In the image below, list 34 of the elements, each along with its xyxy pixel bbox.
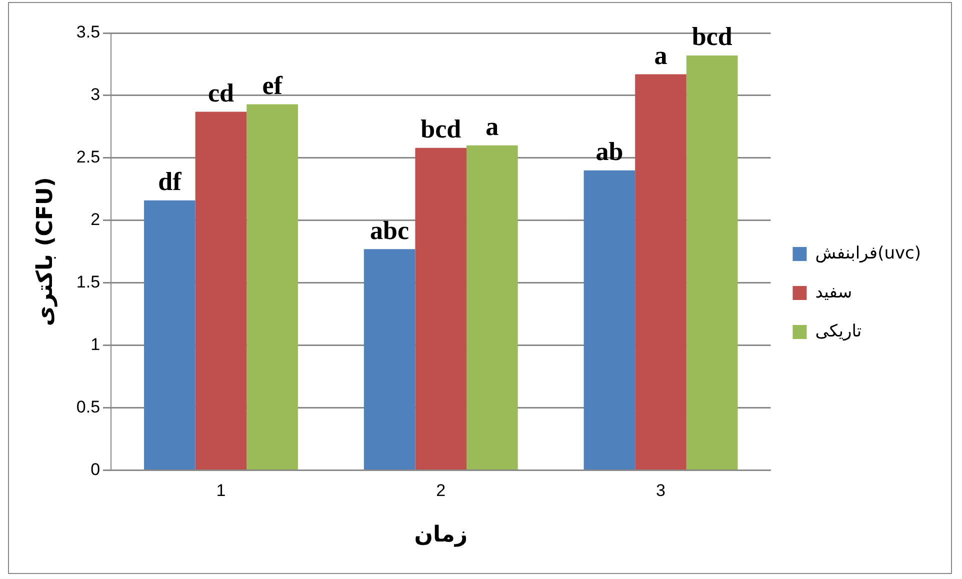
data-label: abc xyxy=(370,216,410,245)
data-label: ab xyxy=(596,137,624,166)
data-label: bcd xyxy=(692,22,733,52)
y-tick-label: 1.5 xyxy=(76,272,100,292)
legend-label: تاریکی xyxy=(815,321,862,342)
bar xyxy=(686,55,738,470)
data-label: cd xyxy=(208,78,235,108)
y-tick-label: 3 xyxy=(90,85,100,104)
bar xyxy=(635,74,686,470)
data-label: a xyxy=(654,40,668,70)
bar xyxy=(195,112,247,470)
y-tick-label: 3.5 xyxy=(76,22,100,42)
x-tick-label: 2 xyxy=(436,481,446,500)
data-label: a xyxy=(486,112,499,142)
x-axis-title: زمان xyxy=(414,522,468,548)
x-tick-label: 1 xyxy=(216,481,226,500)
legend-label: فرابنفش(uvc) xyxy=(815,243,922,264)
bar xyxy=(246,104,298,470)
bar xyxy=(466,145,518,470)
y-tick-label: 2 xyxy=(90,210,100,230)
data-label: df xyxy=(158,167,182,196)
bar xyxy=(415,148,467,470)
y-tick-label: 0 xyxy=(90,460,100,479)
bar xyxy=(584,170,636,470)
bar xyxy=(364,249,416,470)
y-tick-label: 0.5 xyxy=(76,397,100,416)
y-tick-label: 2.5 xyxy=(76,148,100,167)
data-label: bcd xyxy=(420,114,462,144)
y-axis-title: باکتری (CFU) xyxy=(32,177,58,326)
legend-label: سفید xyxy=(815,282,852,302)
data-label: ef xyxy=(262,70,283,100)
x-tick-label: 3 xyxy=(656,481,666,500)
y-tick-label: 1 xyxy=(90,334,100,354)
bar xyxy=(144,200,196,470)
